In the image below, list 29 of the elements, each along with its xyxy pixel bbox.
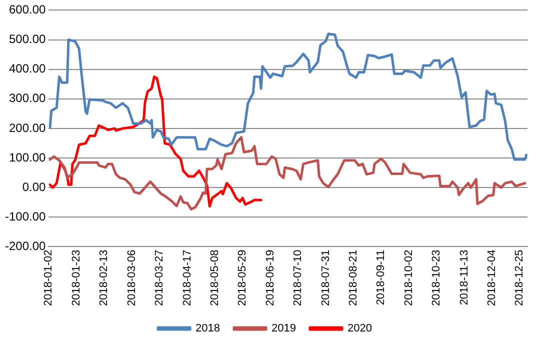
legend-label: 2020 [347,322,372,335]
x-tick-label: 2018-06-19 [264,250,276,306]
x-tick-label: 2018-11-13 [458,250,470,306]
x-tick-label: 2018-07-31 [320,250,332,306]
x-tick-label: 2018-01-23 [70,250,82,306]
x-tick-label: 2018-03-27 [154,250,166,306]
x-tick-label: 2018-03-06 [126,250,138,306]
y-tick-label: 0.00 [22,180,46,194]
y-tick-label: 500.00 [8,32,46,46]
x-tick-label: 2018-10-02 [402,250,415,306]
y-tick-label: 100.00 [8,150,46,164]
legend-label: 2019 [272,322,296,335]
x-tick-label: 2018-10-23 [430,250,443,306]
x-tick-label: 2018-12-25 [514,250,526,306]
y-tick-label: 600.00 [8,2,46,17]
x-tick-label: 2018-07-10 [292,250,304,306]
y-tick-label: 200.00 [8,120,46,135]
x-tick-label: 2018-04-17 [181,250,194,306]
x-tick-label: 2018-12-04 [486,250,498,306]
legend-label: 2018 [196,322,220,335]
x-tick-label: 2018-05-29 [236,250,249,306]
x-tick-label: 2018-08-21 [347,250,360,306]
y-tick-label: 300.00 [8,91,46,106]
y-tick-label: 400.00 [8,62,46,76]
x-tick-label: 2018-05-08 [208,250,221,306]
y-tick-label: -100.00 [4,209,46,224]
x-tick-label: 2018-01-02 [42,250,55,306]
x-tick-label: 2018-09-11 [375,250,388,306]
x-tick-label: 2018-02-13 [98,250,110,306]
